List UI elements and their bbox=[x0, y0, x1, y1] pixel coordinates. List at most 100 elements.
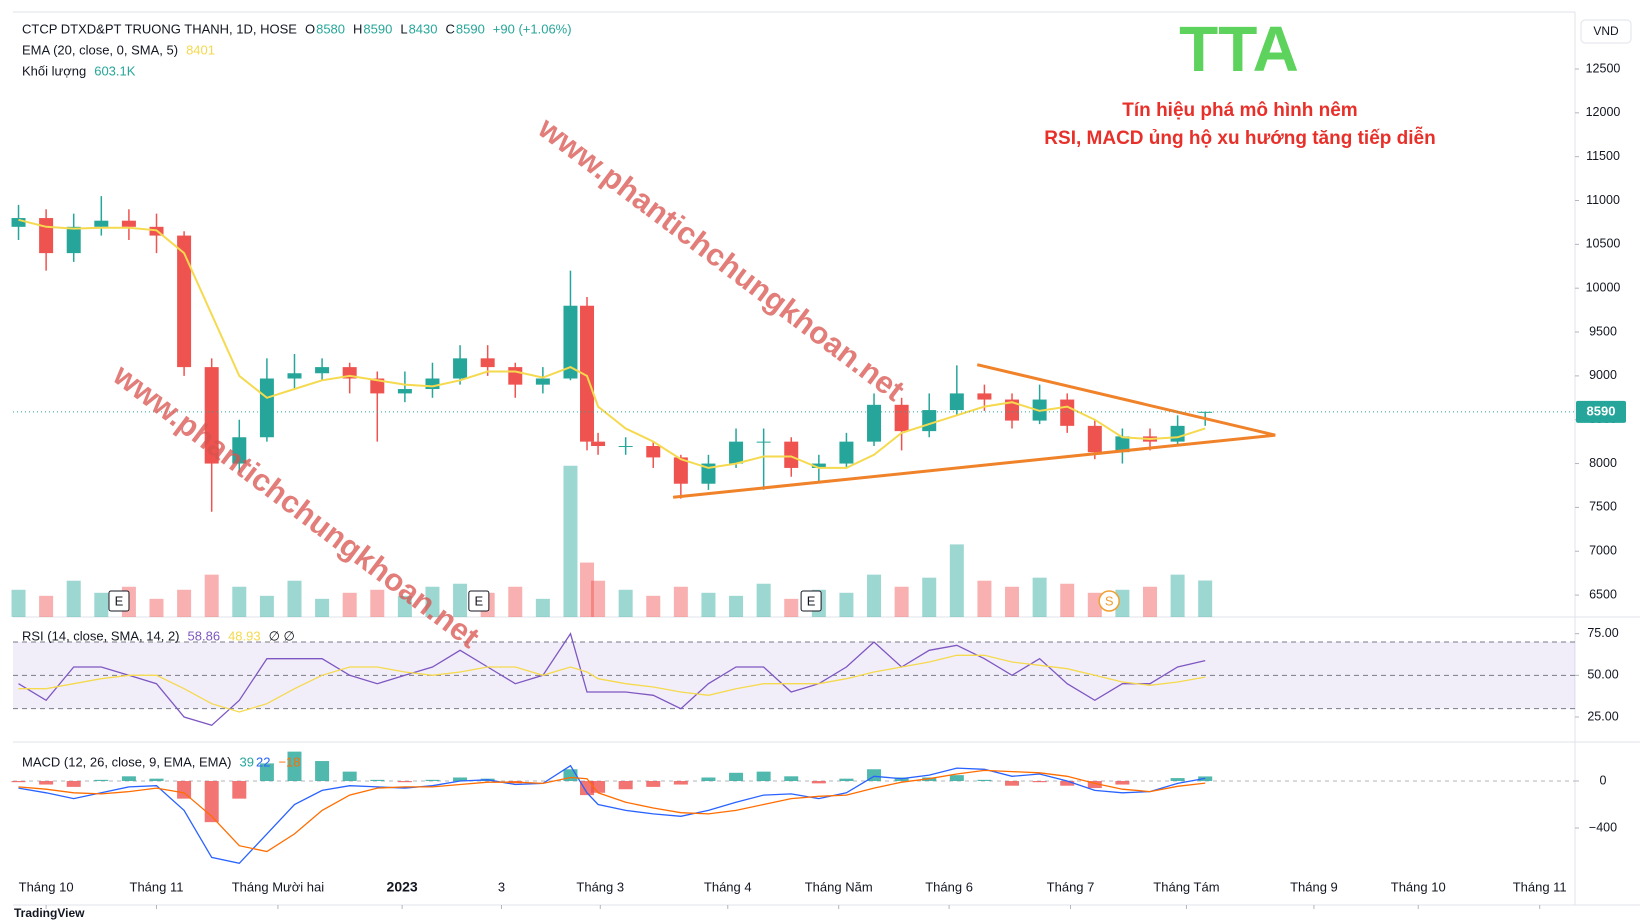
y-tick-label: 9000 bbox=[1589, 368, 1617, 382]
x-tick-label: Tháng 10 bbox=[1391, 879, 1446, 894]
candle-body bbox=[177, 235, 192, 368]
y-tick-label: 12500 bbox=[1586, 61, 1621, 75]
last-price-label: 8590 bbox=[1587, 403, 1616, 418]
macd-histogram-bar bbox=[1032, 781, 1047, 783]
candle-body bbox=[39, 218, 54, 254]
event-label: E bbox=[807, 593, 816, 608]
volume-bar bbox=[894, 586, 909, 617]
candle-body bbox=[1170, 425, 1185, 442]
macd-histogram-bar bbox=[1060, 781, 1075, 786]
candle-body bbox=[287, 373, 302, 379]
candle-body bbox=[646, 446, 661, 458]
candle-body bbox=[232, 437, 247, 464]
legend-text: 8590 bbox=[363, 21, 392, 36]
volume-bar bbox=[177, 589, 192, 617]
y-tick-label: −400 bbox=[1589, 820, 1617, 834]
macd-histogram-bar bbox=[618, 781, 633, 790]
candle-body bbox=[342, 367, 357, 379]
candle-body bbox=[11, 218, 26, 227]
candle-body bbox=[259, 378, 274, 438]
volume-bar bbox=[646, 595, 661, 617]
volume-bar bbox=[1087, 592, 1102, 617]
volume-bar bbox=[287, 580, 302, 617]
macd-histogram-bar bbox=[342, 771, 357, 782]
volume-bar bbox=[204, 574, 219, 617]
rsi-band bbox=[13, 642, 1575, 709]
volume-bar bbox=[1060, 583, 1075, 617]
macd-histogram-bar bbox=[287, 751, 302, 782]
macd-histogram-bar bbox=[646, 781, 661, 787]
ema-line bbox=[18, 218, 1206, 469]
macd-histogram-bar bbox=[784, 776, 799, 782]
y-tick-label: 10000 bbox=[1586, 280, 1621, 294]
candle-body bbox=[673, 457, 688, 484]
candle-body bbox=[94, 220, 109, 227]
candle-body bbox=[811, 463, 826, 468]
macd-histogram-bar bbox=[756, 771, 771, 782]
legend-text: 48.93 bbox=[228, 628, 261, 643]
volume-bar bbox=[11, 589, 26, 617]
candle-body bbox=[580, 305, 595, 442]
legend-text: EMA (20, close, 0, SMA, 5) bbox=[22, 42, 178, 57]
volume-bar bbox=[259, 595, 274, 617]
macd-histogram-bar bbox=[315, 761, 330, 782]
volume-bar bbox=[922, 577, 937, 617]
candle-body bbox=[949, 393, 964, 411]
candle-body bbox=[480, 358, 495, 368]
macd-histogram-bar bbox=[1087, 781, 1102, 789]
macd-histogram-bar bbox=[867, 769, 882, 782]
y-tick-label: 11500 bbox=[1586, 149, 1620, 163]
volume-bar bbox=[425, 586, 440, 617]
candle-body bbox=[729, 441, 744, 464]
currency: VND bbox=[1593, 24, 1619, 38]
legend-text: 8590 bbox=[456, 21, 485, 36]
trendline bbox=[976, 363, 1276, 437]
legend-text: Khối lượng bbox=[22, 63, 86, 78]
macd-histogram-bar bbox=[729, 772, 744, 782]
y-tick-label: 10500 bbox=[1586, 237, 1621, 251]
y-tick-label: 0 bbox=[1600, 773, 1607, 787]
logo: TradingView bbox=[14, 906, 85, 920]
candle-body bbox=[1005, 399, 1020, 421]
candle-body bbox=[922, 410, 937, 432]
macd-histogram-bar bbox=[121, 776, 136, 782]
annotation: RSI, MACD ủng hộ xu hướng tăng tiếp diễn bbox=[1044, 127, 1435, 149]
legend-text: 39 bbox=[240, 754, 254, 769]
macd-histogram-bar bbox=[580, 781, 595, 796]
y-tick-label: 12000 bbox=[1586, 105, 1621, 119]
x-tick-label: Tháng Năm bbox=[805, 879, 873, 894]
legend-text: 603.1K bbox=[94, 63, 136, 78]
legend-text: −18 bbox=[278, 754, 300, 769]
volume-bar bbox=[867, 574, 882, 617]
legend-text: C bbox=[445, 21, 454, 36]
x-tick-label: Tháng Tám bbox=[1153, 879, 1219, 894]
macd-histogram-bar bbox=[425, 779, 440, 782]
macd-line bbox=[18, 764, 1206, 865]
event-marker bbox=[108, 590, 130, 612]
candle-body bbox=[618, 446, 633, 448]
volume-bar bbox=[1005, 586, 1020, 617]
macd-histogram-bar bbox=[1170, 778, 1185, 782]
macd-histogram-bar bbox=[177, 781, 192, 799]
candle-body bbox=[1115, 436, 1130, 453]
rsi-line bbox=[18, 632, 1206, 727]
volume-bar bbox=[342, 592, 357, 617]
x-tick-label: 2023 bbox=[387, 879, 418, 895]
macd-histogram-bar bbox=[563, 769, 578, 782]
volume-bar bbox=[1170, 574, 1185, 617]
x-tick-label: Tháng 11 bbox=[130, 879, 184, 894]
candle-body bbox=[66, 226, 81, 254]
legend-text: +90 (+1.06%) bbox=[493, 21, 572, 36]
candle-body bbox=[867, 404, 882, 442]
candle-body bbox=[1087, 425, 1102, 453]
x-tick-label: Tháng 9 bbox=[1290, 879, 1338, 894]
candle-body bbox=[1060, 399, 1075, 426]
candle-body bbox=[977, 393, 992, 400]
legend-text: RSI (14, close, SMA, 14, 2) bbox=[22, 628, 180, 643]
event-marker bbox=[1098, 590, 1120, 612]
legend-text: 8580 bbox=[316, 21, 345, 36]
volume-bar bbox=[580, 562, 595, 617]
x-tick-label: Tháng 3 bbox=[576, 879, 624, 894]
candle-body bbox=[563, 305, 578, 379]
macd-histogram-bar bbox=[149, 778, 164, 782]
